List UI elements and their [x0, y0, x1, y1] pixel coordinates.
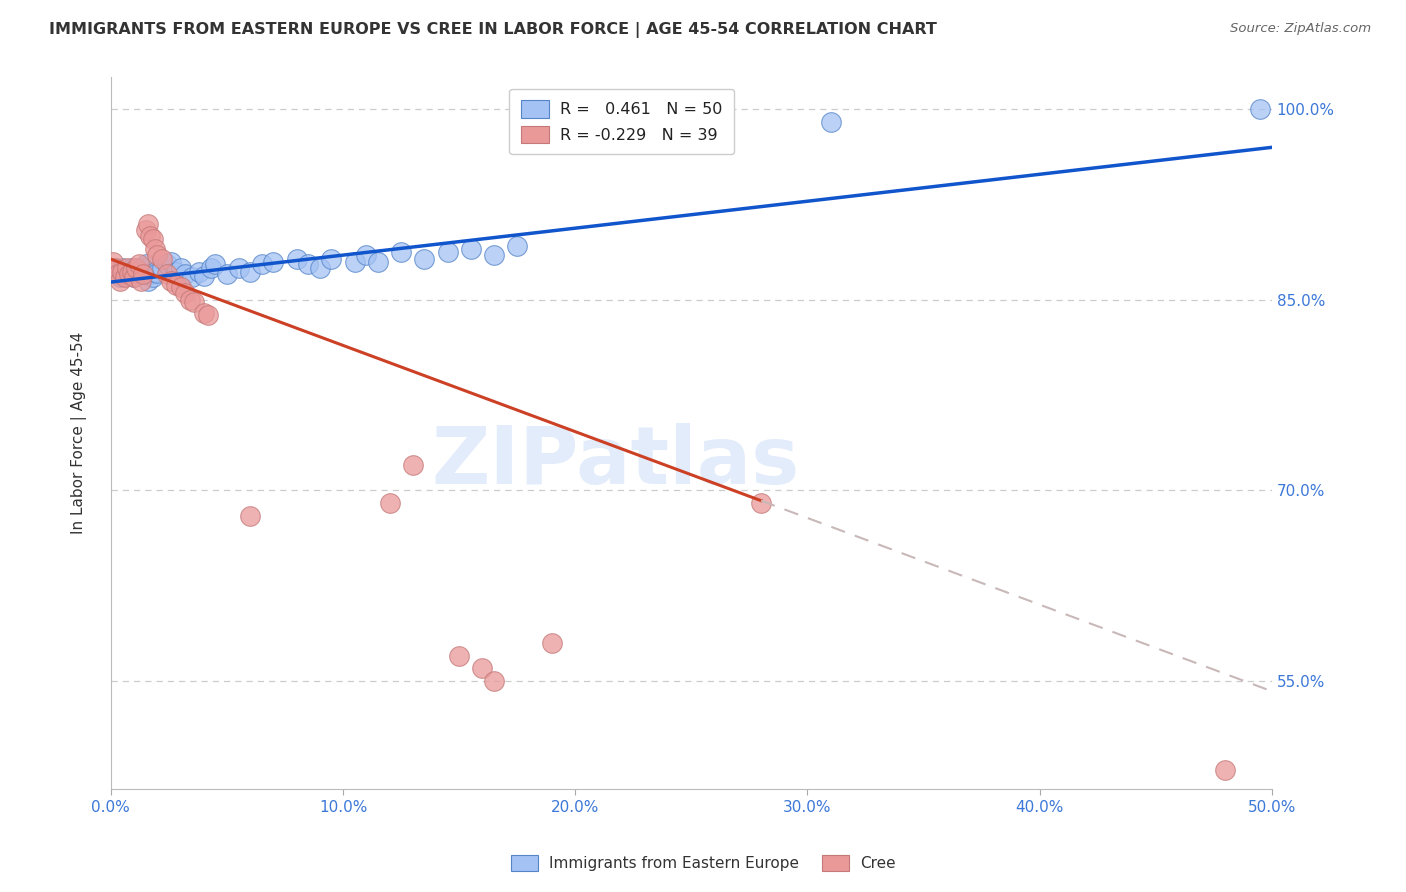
- Point: [1249, 102, 1271, 116]
- Point: [108, 270, 131, 285]
- Point: [165, 277, 187, 292]
- Point: [150, 261, 173, 276]
- Point: [114, 270, 136, 285]
- Point: [101, 265, 124, 279]
- Point: [179, 293, 201, 307]
- Point: [135, 223, 157, 237]
- Point: [471, 661, 494, 675]
- Legend: Immigrants from Eastern Europe, Cree: Immigrants from Eastern Europe, Cree: [505, 849, 901, 877]
- Point: [143, 265, 166, 279]
- Point: [114, 268, 136, 282]
- Point: [136, 217, 159, 231]
- Point: [413, 252, 436, 267]
- Legend: R =   0.461   N = 50, R = -0.229   N = 39: R = 0.461 N = 50, R = -0.229 N = 39: [509, 89, 734, 154]
- Point: [228, 261, 250, 276]
- Y-axis label: In Labor Force | Age 45-54: In Labor Force | Age 45-54: [72, 332, 87, 534]
- Point: [160, 254, 183, 268]
- Point: [121, 261, 143, 276]
- Point: [139, 268, 162, 282]
- Point: [239, 508, 262, 523]
- Point: [132, 261, 155, 276]
- Point: [174, 286, 197, 301]
- Point: [155, 268, 177, 282]
- Point: [118, 268, 141, 282]
- Point: [136, 274, 159, 288]
- Point: [146, 266, 169, 280]
- Point: [135, 257, 157, 271]
- Point: [142, 232, 165, 246]
- Point: [125, 262, 148, 277]
- Point: [204, 257, 226, 271]
- Point: [101, 254, 124, 268]
- Point: [389, 244, 412, 259]
- Point: [343, 254, 366, 268]
- Point: [367, 254, 389, 268]
- Point: [506, 239, 529, 253]
- Point: [128, 257, 150, 271]
- Point: [118, 265, 141, 279]
- Point: [378, 496, 401, 510]
- Text: IMMIGRANTS FROM EASTERN EUROPE VS CREE IN LABOR FORCE | AGE 45-54 CORRELATION CH: IMMIGRANTS FROM EASTERN EUROPE VS CREE I…: [49, 22, 936, 38]
- Point: [197, 308, 219, 322]
- Point: [146, 248, 169, 262]
- Point: [356, 248, 378, 262]
- Point: [160, 274, 183, 288]
- Point: [111, 265, 134, 279]
- Text: Source: ZipAtlas.com: Source: ZipAtlas.com: [1230, 22, 1371, 36]
- Point: [749, 496, 772, 510]
- Point: [436, 244, 458, 259]
- Point: [132, 268, 155, 282]
- Point: [200, 261, 222, 276]
- Point: [402, 458, 425, 472]
- Point: [183, 295, 205, 310]
- Text: ZIPatlas: ZIPatlas: [432, 423, 800, 500]
- Point: [482, 674, 505, 689]
- Point: [150, 252, 173, 267]
- Point: [181, 270, 204, 285]
- Point: [107, 268, 129, 282]
- Point: [541, 636, 564, 650]
- Point: [174, 268, 197, 282]
- Point: [169, 261, 191, 276]
- Point: [820, 115, 842, 129]
- Point: [308, 261, 330, 276]
- Point: [188, 265, 211, 279]
- Point: [262, 254, 284, 268]
- Point: [129, 274, 152, 288]
- Point: [122, 270, 145, 285]
- Point: [193, 305, 215, 319]
- Point: [215, 268, 238, 282]
- Point: [169, 280, 191, 294]
- Point: [128, 268, 150, 282]
- Point: [250, 257, 273, 271]
- Point: [155, 257, 177, 271]
- Point: [482, 248, 505, 262]
- Point: [115, 261, 138, 276]
- Point: [111, 261, 134, 276]
- Point: [125, 261, 148, 276]
- Point: [460, 242, 482, 256]
- Point: [142, 270, 165, 285]
- Point: [165, 265, 187, 279]
- Point: [115, 268, 138, 283]
- Point: [1215, 763, 1237, 777]
- Point: [139, 229, 162, 244]
- Point: [297, 257, 319, 271]
- Point: [449, 648, 471, 663]
- Point: [239, 265, 262, 279]
- Point: [121, 265, 143, 279]
- Point: [143, 242, 166, 256]
- Point: [285, 252, 308, 267]
- Point: [122, 270, 145, 285]
- Point: [107, 266, 129, 280]
- Point: [108, 274, 131, 288]
- Point: [129, 265, 152, 279]
- Point: [193, 268, 215, 283]
- Point: [104, 261, 127, 276]
- Point: [321, 252, 343, 267]
